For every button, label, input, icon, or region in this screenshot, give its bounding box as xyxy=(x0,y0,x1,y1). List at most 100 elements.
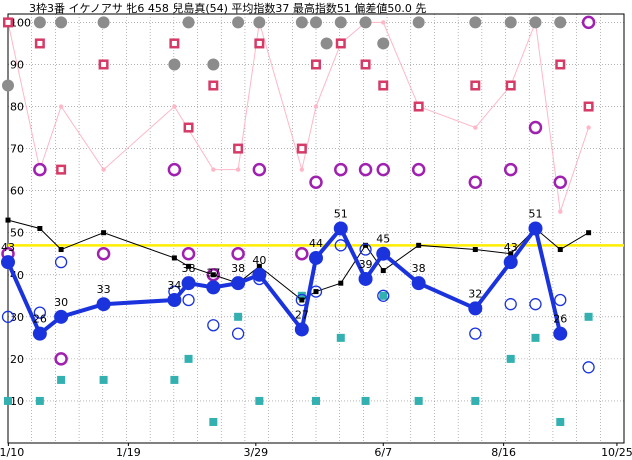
purple-ring xyxy=(503,162,518,177)
teal-square xyxy=(506,354,515,363)
pink-series-point xyxy=(558,209,563,214)
pink-square-inner xyxy=(186,125,192,131)
black-series-point xyxy=(363,242,369,248)
teal-square xyxy=(255,396,264,405)
teal-square xyxy=(170,375,179,384)
gray-dot xyxy=(320,37,333,50)
open-circle xyxy=(504,298,517,311)
pink-square-inner xyxy=(338,40,344,46)
main-series-point xyxy=(54,309,69,324)
teal-square xyxy=(4,396,12,405)
main-series-point xyxy=(1,255,15,270)
main-series-point xyxy=(252,267,267,282)
purple-rings xyxy=(1,15,596,366)
main-series-point xyxy=(553,326,568,341)
open-circle xyxy=(33,306,47,319)
purple-ring xyxy=(295,246,309,261)
gray-dot xyxy=(253,16,266,29)
teal-square xyxy=(379,291,388,300)
teal-square xyxy=(35,396,44,405)
gray-dot xyxy=(334,16,347,29)
open-circle xyxy=(182,293,195,307)
main-series-label: 30 xyxy=(54,296,68,309)
pink-square-inner xyxy=(363,61,369,67)
open-circle xyxy=(582,361,595,374)
main-series-label: 39 xyxy=(359,258,373,271)
main-series-label: 38 xyxy=(412,262,426,275)
main-series-label: 43 xyxy=(504,241,518,254)
pink-series xyxy=(5,20,591,214)
pink-square-inner xyxy=(256,40,262,46)
pink-series-point xyxy=(313,104,319,109)
purple-ring xyxy=(33,162,47,177)
pink-series-point xyxy=(586,125,591,130)
main-series-label: 51 xyxy=(528,208,542,221)
black-series-line xyxy=(7,219,589,301)
purple-ring xyxy=(54,352,68,366)
purple-ring xyxy=(553,175,568,189)
black-series-point xyxy=(101,230,107,236)
gray-dots xyxy=(2,16,595,92)
pink-square-inner xyxy=(557,61,563,67)
black-series-point xyxy=(37,226,43,231)
main-series-label: 43 xyxy=(1,241,15,254)
open-circle xyxy=(231,327,245,340)
black-series-point xyxy=(338,280,344,286)
gray-dot xyxy=(33,16,46,29)
pink-square-inner xyxy=(171,40,177,46)
x-tick-label: 1/19 xyxy=(116,446,141,459)
gray-dot xyxy=(504,16,517,29)
pink-square-inner xyxy=(58,167,64,173)
chart-title: 3枠3番 イケノアサ 牝6 458 兒島真(54) 平均指数37 最高指数51 … xyxy=(29,2,427,15)
main-series-label: 27 xyxy=(295,308,309,321)
open-circle xyxy=(529,298,542,311)
open-circle xyxy=(377,289,390,302)
pink-square-inner xyxy=(380,83,386,88)
open-circle xyxy=(469,327,482,340)
main-series-label: 45 xyxy=(376,233,390,246)
main-series-point xyxy=(309,250,323,265)
x-tick-label: 3/29 xyxy=(243,446,268,459)
purple-ring xyxy=(528,120,543,135)
pink-square-inner xyxy=(472,83,478,88)
main-series-label: 51 xyxy=(334,208,348,221)
gray-dot xyxy=(359,16,372,29)
purple-ring xyxy=(411,162,426,177)
grid xyxy=(7,14,625,443)
plot-border xyxy=(7,13,625,444)
plot-frame xyxy=(7,13,625,444)
teal-squares xyxy=(4,291,593,426)
open-circle xyxy=(359,243,372,256)
gray-dot xyxy=(412,16,425,29)
purple-ring xyxy=(167,162,182,177)
pink-series-line xyxy=(7,21,590,212)
open-circle xyxy=(54,255,68,269)
gray-dot xyxy=(182,16,195,29)
teal-square xyxy=(184,354,193,363)
pink-square-inner xyxy=(508,83,514,88)
x-tick-label: 8/16 xyxy=(491,446,516,459)
main-series-label: 34 xyxy=(167,279,181,292)
y-tick-label: 100 xyxy=(10,16,31,29)
teal-square xyxy=(361,396,370,405)
black-series-point xyxy=(557,247,563,253)
main-series-point xyxy=(468,301,483,316)
teal-square xyxy=(471,396,480,405)
main-series-label: 44 xyxy=(309,237,323,250)
black-series-point xyxy=(472,247,478,253)
pink-square-inner xyxy=(210,83,216,88)
pink-series-point xyxy=(381,20,386,25)
pink-series-point xyxy=(172,104,177,109)
x-tick-label: 6/7 xyxy=(374,446,392,459)
x-tick-label: 11/10 xyxy=(0,446,24,459)
main-series-point xyxy=(181,276,196,291)
teal-square xyxy=(531,333,540,342)
main-series-point xyxy=(376,246,391,261)
y-tick-label: 10 xyxy=(10,395,24,408)
y-tick-label: 80 xyxy=(10,101,24,114)
open-circle xyxy=(334,239,347,252)
pink-series-point xyxy=(101,167,106,172)
black-series-point xyxy=(299,297,305,303)
purple-ring xyxy=(96,246,111,261)
